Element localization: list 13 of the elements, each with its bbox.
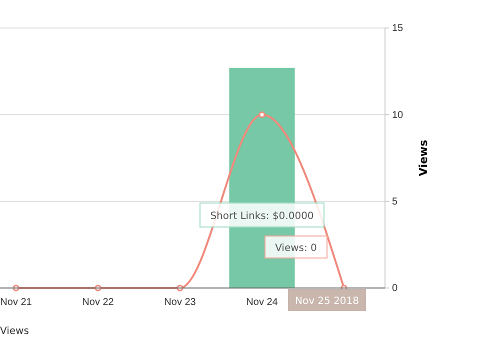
- y2-tick-label: 15: [392, 23, 404, 34]
- y2-tick-label: 0: [392, 283, 398, 294]
- x-tick-label: Nov 24: [246, 297, 278, 308]
- y2-tick-label: 5: [392, 196, 398, 208]
- annotation: Views: 0: [275, 243, 317, 254]
- x-tick-label: Nov 22: [82, 297, 114, 308]
- annotation: Short Links: $0.0000: [210, 211, 314, 222]
- text: Nov 25 2018: [294, 296, 360, 307]
- y2-tick-label: 10: [392, 110, 404, 121]
- x-tick-label: Nov 23: [164, 297, 196, 308]
- text: Views: [0, 326, 29, 337]
- x-tick-label: Nov 21: [0, 297, 32, 308]
- y2-axis-title: Views: [417, 139, 430, 176]
